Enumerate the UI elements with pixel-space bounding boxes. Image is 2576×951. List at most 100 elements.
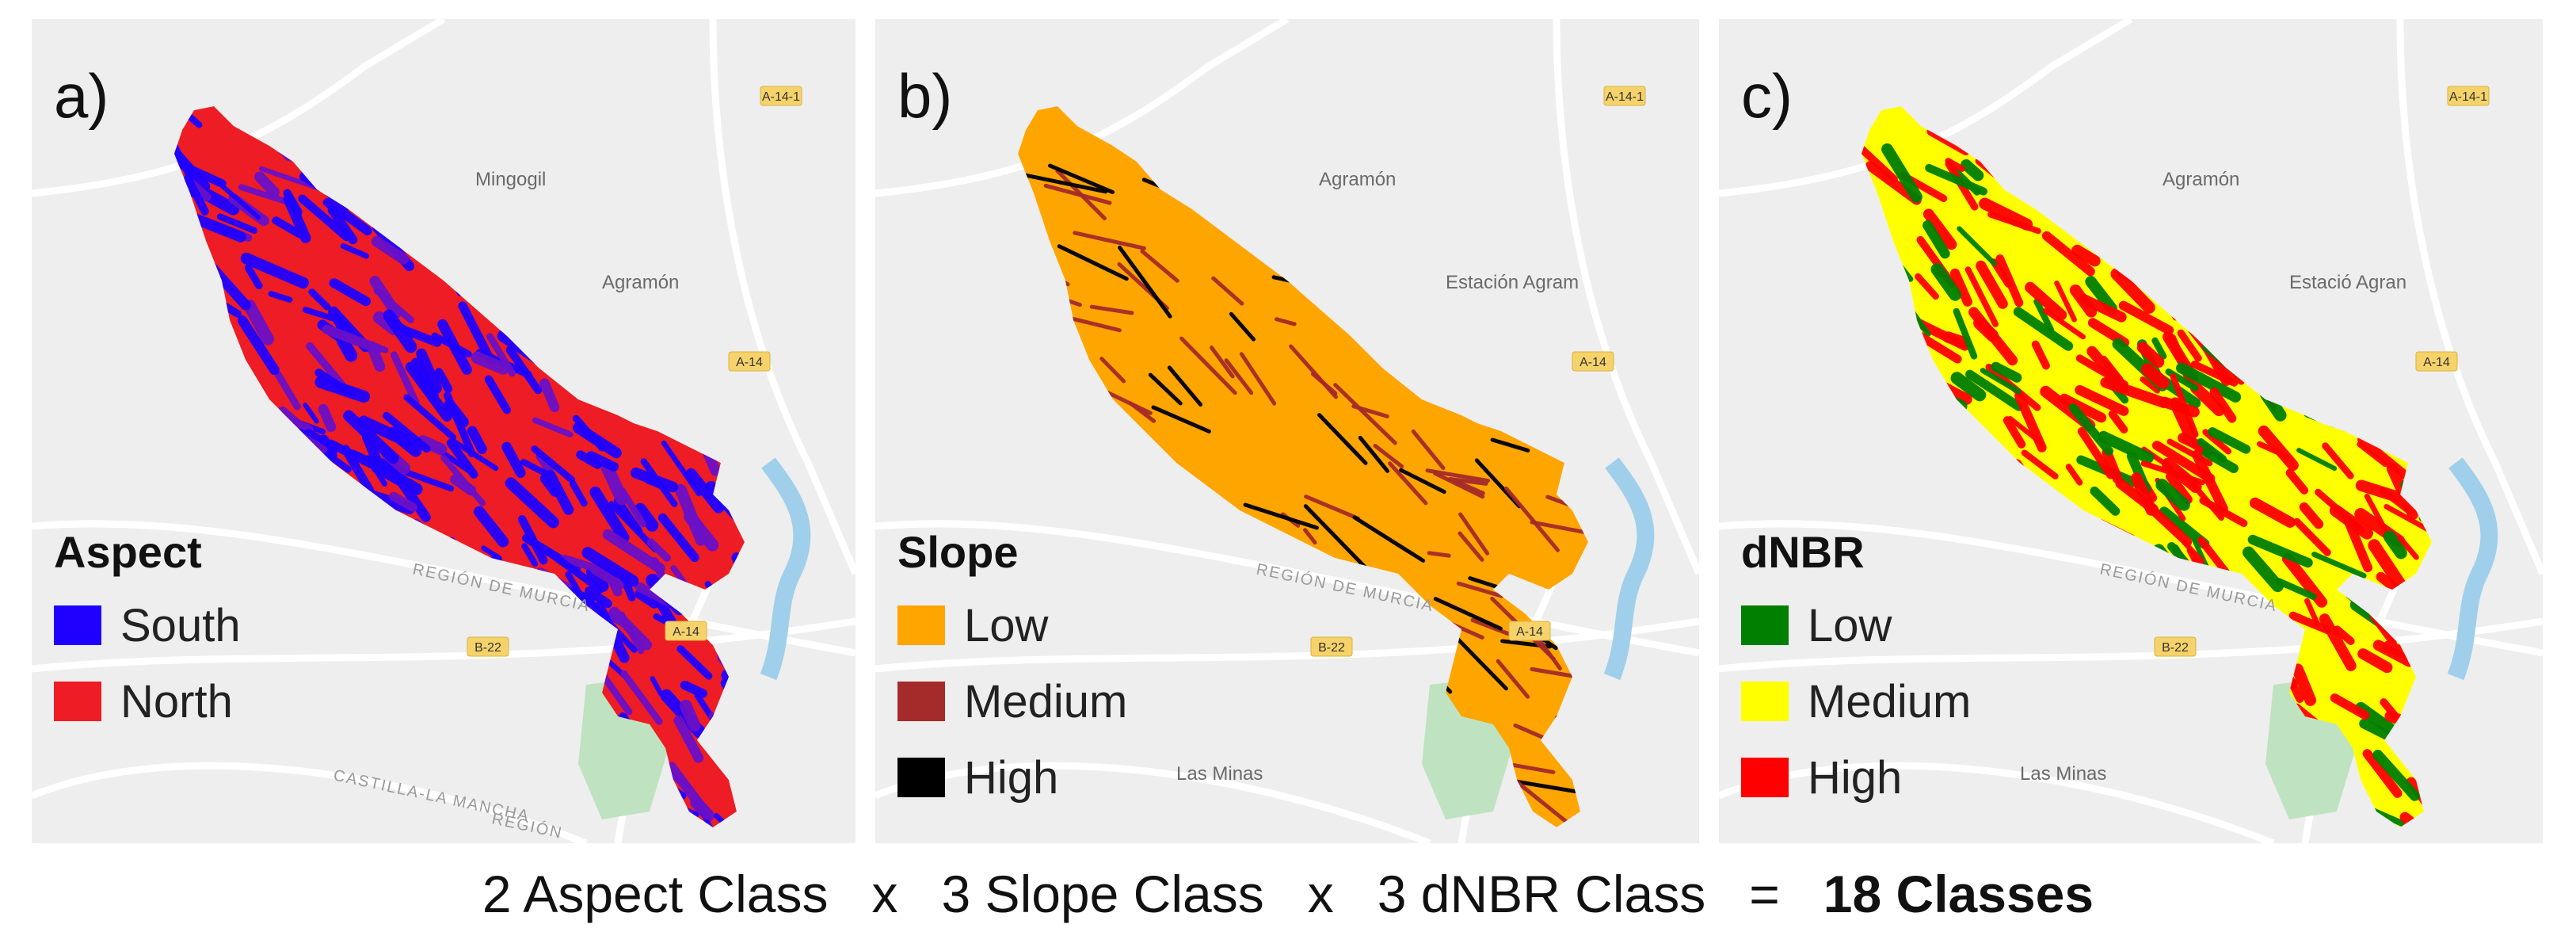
raster-texture — [1881, 143, 1922, 203]
raster-texture — [2170, 287, 2193, 311]
raster-texture — [428, 187, 467, 210]
raster-texture — [174, 802, 200, 827]
raster-texture — [557, 210, 593, 269]
raster-texture — [2010, 559, 2041, 612]
raster-texture — [260, 468, 301, 513]
road-shield-label: A-14 — [2423, 356, 2450, 369]
raster-texture — [495, 668, 538, 689]
raster-texture — [2189, 382, 2225, 417]
raster-texture — [238, 710, 254, 731]
raster-texture — [1996, 832, 2015, 843]
raster-texture — [673, 715, 704, 763]
raster-texture — [1933, 106, 1967, 123]
raster-texture — [1980, 368, 2022, 395]
raster-texture — [2378, 216, 2410, 246]
legend-item-south: South — [54, 587, 241, 663]
raster-texture — [1290, 835, 1310, 843]
raster-texture — [708, 712, 745, 737]
raster-texture — [2374, 819, 2399, 827]
raster-texture — [420, 137, 442, 154]
raster-texture — [2247, 534, 2313, 568]
raster-texture — [685, 468, 725, 514]
raster-texture — [2094, 697, 2121, 719]
raster-texture — [2100, 376, 2170, 408]
raster-texture — [1124, 734, 1166, 754]
raster-texture — [229, 796, 276, 816]
raster-texture — [1915, 273, 1939, 300]
raster-texture — [612, 117, 672, 157]
raster-texture — [1411, 429, 1446, 471]
caption-dnbr: 3 dNBR Class — [1377, 865, 1706, 923]
raster-texture — [1179, 613, 1214, 659]
raster-texture — [2187, 116, 2202, 139]
raster-texture — [581, 547, 639, 587]
fire-area — [174, 106, 745, 827]
raster-texture — [1970, 683, 2016, 731]
raster-texture — [2125, 158, 2163, 203]
legend-swatch — [1741, 758, 1789, 797]
raster-texture — [427, 203, 476, 245]
raster-texture — [1530, 520, 1586, 534]
raster-texture — [2097, 236, 2140, 263]
raster-texture — [193, 392, 247, 414]
raster-texture — [2001, 568, 2046, 598]
raster-texture — [1050, 812, 1135, 827]
raster-texture — [1378, 239, 1431, 248]
raster-texture — [458, 301, 495, 365]
raster-texture — [2157, 754, 2207, 804]
raster-texture — [2311, 552, 2367, 579]
raster-texture — [2044, 189, 2065, 208]
raster-texture — [174, 157, 227, 188]
raster-texture — [522, 333, 551, 357]
raster-texture — [498, 299, 558, 348]
raster-texture — [2063, 826, 2085, 827]
legend-item-high: High — [1741, 739, 1971, 815]
raster-texture — [2398, 731, 2429, 751]
raster-texture — [467, 119, 497, 170]
road-shield: A-14-1 — [760, 86, 802, 106]
raster-texture — [2183, 292, 2206, 311]
raster-texture — [271, 441, 318, 469]
legend-title: dNBR — [1741, 527, 1865, 577]
raster-texture — [1455, 636, 1508, 691]
raster-texture — [1288, 671, 1341, 697]
raster-texture — [1192, 136, 1212, 152]
raster-texture — [2225, 795, 2266, 817]
raster-texture — [2345, 811, 2370, 827]
raster-texture — [1219, 561, 1240, 574]
raster-texture — [188, 291, 215, 320]
raster-texture — [1542, 182, 1588, 223]
road — [709, 19, 855, 575]
raster-texture — [1179, 336, 1237, 395]
raster-texture — [1983, 630, 2010, 654]
raster-texture — [377, 106, 398, 133]
raster-texture — [1341, 217, 1412, 233]
raster-texture — [1103, 498, 1123, 513]
legend-label: High — [964, 751, 1059, 804]
raster-texture — [215, 460, 259, 495]
raster-texture — [1469, 239, 1530, 264]
raster-texture — [714, 376, 741, 402]
raster-texture — [2058, 512, 2088, 530]
raster-texture — [2399, 812, 2432, 827]
river — [1603, 457, 1655, 681]
raster-texture — [2227, 753, 2273, 775]
raster-texture — [237, 540, 264, 571]
raster-texture — [2325, 379, 2349, 427]
raster-texture — [2111, 246, 2172, 281]
raster-texture — [2314, 300, 2366, 355]
raster-texture — [1242, 106, 1289, 164]
raster-texture — [590, 360, 617, 378]
raster-texture — [505, 252, 547, 296]
raster-texture — [353, 808, 386, 827]
raster-texture — [2030, 787, 2056, 804]
raster-texture — [1376, 609, 1399, 625]
raster-texture — [684, 264, 720, 292]
raster-texture — [337, 334, 358, 362]
raster-texture — [654, 388, 706, 422]
raster-texture — [2162, 762, 2185, 795]
raster-texture — [203, 296, 227, 314]
road-shield-label: A-14 — [1580, 356, 1606, 369]
raster-texture — [238, 184, 293, 206]
raster-texture — [2364, 493, 2389, 534]
